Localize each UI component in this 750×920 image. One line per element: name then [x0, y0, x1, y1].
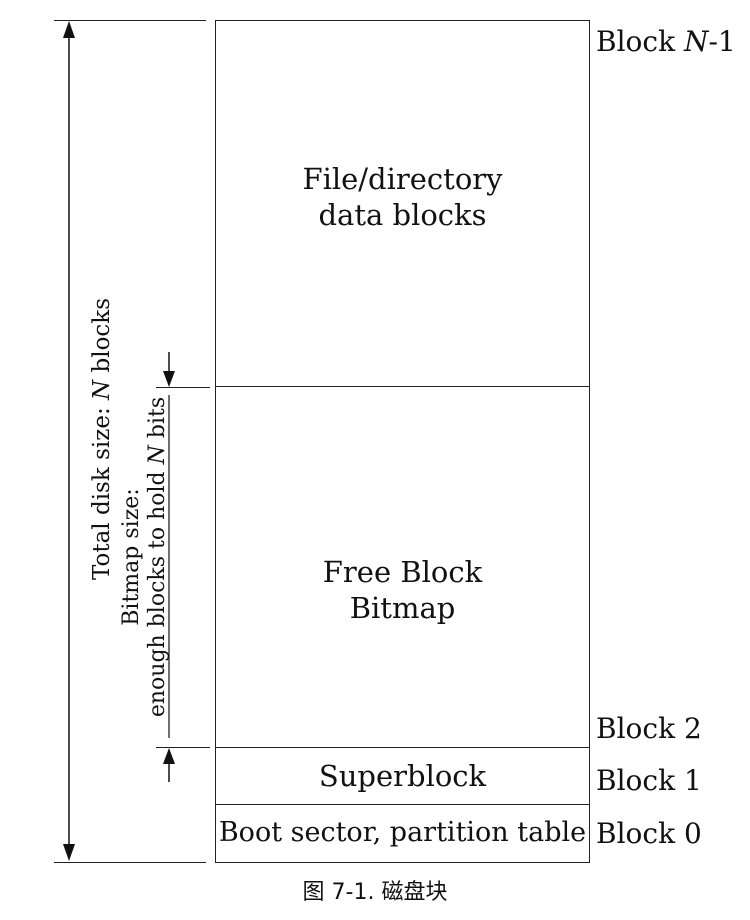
boot-sector-label: Boot sector, partition table: [218, 817, 587, 848]
bitmap-label-line2: Bitmap: [349, 591, 456, 625]
boot-sector-region: Boot sector, partition table: [215, 804, 590, 863]
bitmap-size-label: Bitmap size: enough blocks to hold N bit…: [119, 367, 171, 747]
block-last-label: Block N-1: [596, 25, 736, 58]
data-blocks-label: File/directory data blocks: [216, 161, 589, 233]
total-label-suffix: blocks: [89, 297, 115, 380]
bitmap-label-line2-suffix: bits: [145, 396, 170, 446]
bitmap-label: Free Block Bitmap: [216, 554, 589, 626]
bitmap-region: Free Block Bitmap: [215, 386, 590, 749]
figure-caption: 图 7-1. 磁盘块: [302, 880, 448, 905]
bitmap-bottom-extension-line: [156, 747, 210, 748]
block-2-label: Block 2: [596, 712, 702, 745]
bitmap-label-line2-prefix: enough blocks to hold: [145, 464, 170, 718]
bitmap-top-extension-line: [156, 387, 210, 388]
block-last-prefix: Block: [596, 25, 684, 58]
data-blocks-region: File/directory data blocks: [215, 20, 590, 388]
block-0-label: Block 0: [596, 817, 702, 850]
bitmap-size-label-line2: enough blocks to hold N bits: [145, 367, 171, 747]
total-label-var: N: [89, 379, 115, 400]
total-disk-size-label: Total disk size: N blocks: [89, 239, 115, 639]
total-label-prefix: Total disk size:: [89, 399, 115, 581]
top-extension-line: [54, 20, 206, 21]
data-blocks-label-line2: data blocks: [318, 198, 487, 232]
bitmap-label-line2-var: N: [145, 445, 170, 465]
data-blocks-label-line1: File/directory: [302, 162, 503, 196]
bitmap-label-line1: Free Block: [322, 555, 483, 589]
superblock-label: Superblock: [318, 759, 487, 793]
block-last-suffix: -1: [708, 25, 736, 58]
bottom-extension-line: [54, 862, 206, 863]
block-last-var: N: [683, 25, 709, 58]
block-1-label: Block 1: [596, 764, 702, 797]
bitmap-size-label-line1: Bitmap size:: [119, 488, 144, 626]
superblock-region: Superblock: [215, 747, 590, 806]
total-size-arrow: [63, 21, 75, 861]
